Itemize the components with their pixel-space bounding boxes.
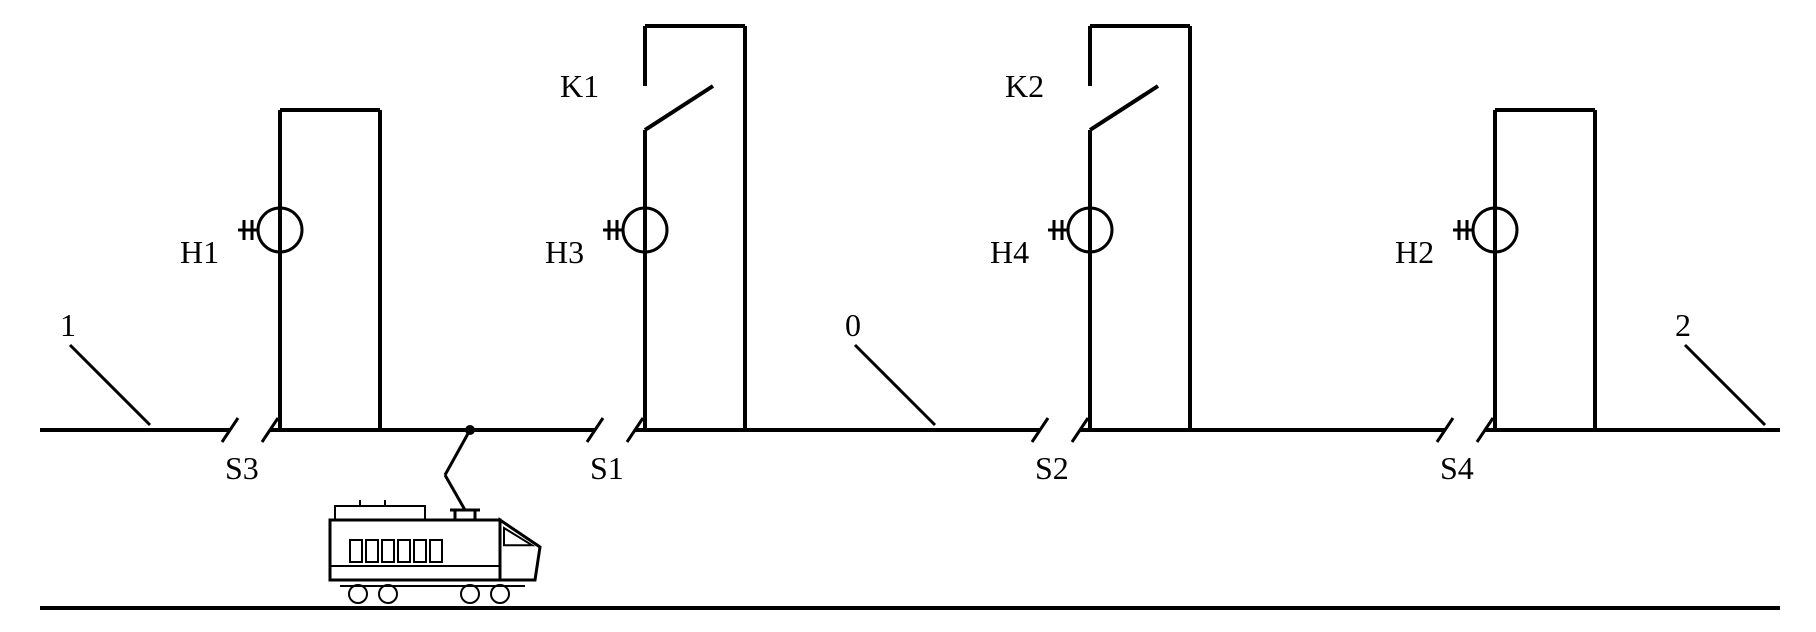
label-H2: H2 [1395, 234, 1434, 271]
leader-label-0: 0 [845, 307, 861, 344]
schematic-svg [0, 0, 1816, 632]
label-K1: K1 [560, 68, 599, 105]
label-K2: K2 [1005, 68, 1044, 105]
label-H4: H4 [990, 234, 1029, 271]
label-S4: S4 [1440, 450, 1474, 487]
label-S2: S2 [1035, 450, 1069, 487]
leader-label-2: 2 [1675, 307, 1691, 344]
label-S1: S1 [590, 450, 624, 487]
label-H3: H3 [545, 234, 584, 271]
label-H1: H1 [180, 234, 219, 271]
leader-label-1: 1 [60, 307, 76, 344]
diagram-canvas: H1 S3 H3 S1 K1 H4 S2 K2 H2 S4 1 0 2 [0, 0, 1816, 632]
label-S3: S3 [225, 450, 259, 487]
